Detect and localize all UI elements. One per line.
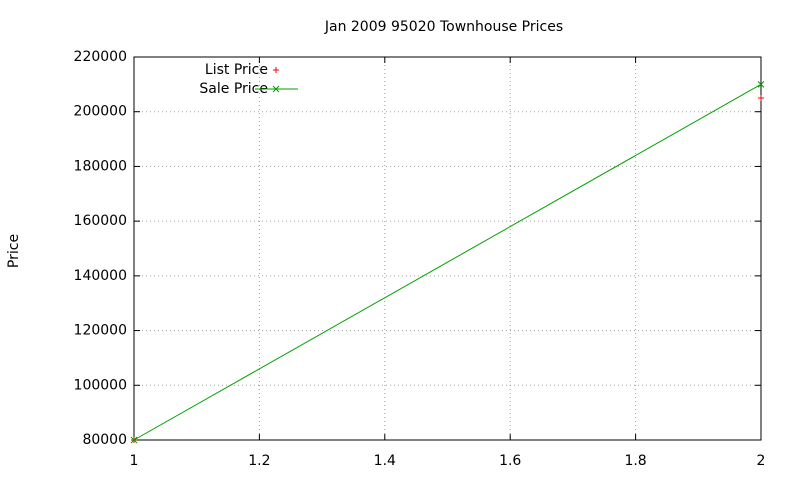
y-tick-label: 220000 (74, 49, 127, 65)
y-tick-label: 160000 (74, 213, 127, 229)
y-axis-label: Price (6, 234, 22, 268)
x-tick-label: 1.2 (248, 453, 270, 469)
y-tick-label: 100000 (74, 377, 127, 393)
point (758, 95, 764, 102)
legend-label: Sale Price (199, 81, 268, 97)
point (757, 81, 765, 88)
x-tick-label: 1 (130, 453, 139, 469)
y-tick-label: 120000 (74, 323, 127, 339)
x-tick-label: 1.8 (624, 453, 646, 469)
legend-marker (272, 85, 280, 93)
x-tick-label: 1.6 (499, 453, 521, 469)
x-tick-label: 2 (757, 453, 766, 469)
y-tick-label: 180000 (74, 158, 127, 174)
plot-border (133, 56, 762, 441)
line (133, 83, 762, 441)
chart-title: Jan 2009 95020 Townhouse Prices (324, 19, 563, 35)
point (130, 436, 138, 444)
y-tick-label: 200000 (74, 104, 127, 120)
legend-label: List Price (205, 62, 268, 78)
legend-marker (273, 67, 279, 73)
y-tick-label: 140000 (74, 268, 127, 284)
y-tick-label: 80000 (82, 432, 127, 448)
x-tick-label: 1.4 (374, 453, 396, 469)
